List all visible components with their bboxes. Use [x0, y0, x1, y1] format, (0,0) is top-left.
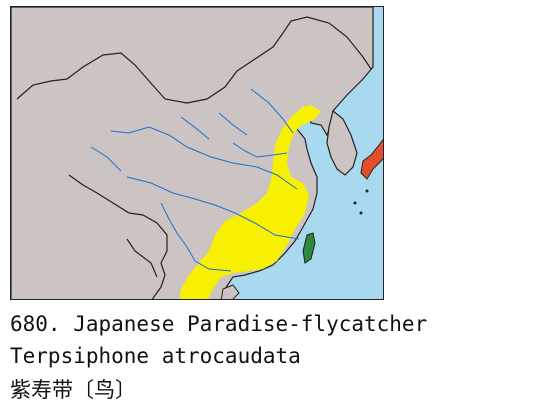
korean-peninsula: [326, 109, 358, 176]
island-dot: [365, 189, 369, 193]
scientific-name: Terpsiphone atrocaudata: [10, 344, 301, 368]
map-svg: [11, 7, 383, 299]
range-map: [10, 6, 384, 300]
japan-range: [360, 138, 383, 180]
island-dot: [353, 201, 357, 205]
taiwan-range: [302, 232, 316, 264]
river-lines: [90, 88, 300, 272]
hainan-island: [220, 284, 240, 299]
species-number-and-name: 680. Japanese Paradise-flycatcher: [10, 312, 428, 336]
island-dot: [359, 211, 363, 215]
chinese-name: 紫寿带〔鸟〕: [10, 378, 136, 402]
national-borders: [16, 16, 372, 299]
